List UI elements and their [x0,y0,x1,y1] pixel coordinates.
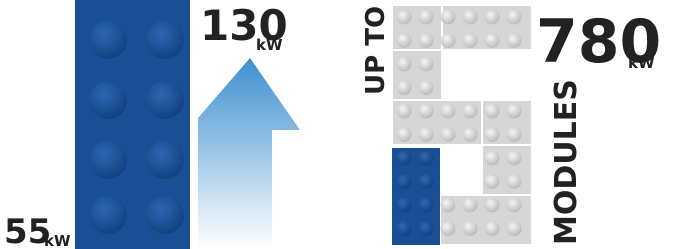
to-unit: kW [256,36,283,54]
total-unit: kW [628,54,655,72]
up-to: UP TO [361,6,391,95]
infographic: 130 kW 55 kW UP TO 780 kW MODULES [0,0,686,249]
stud [485,33,500,48]
stud [463,221,478,236]
stud [146,81,184,119]
stud [419,198,434,213]
stud [146,196,184,234]
stud [89,141,127,179]
bricks [75,0,532,249]
stud [507,10,522,25]
stud [397,127,412,142]
stud [441,127,456,142]
stud [485,198,500,213]
stud [419,221,434,236]
stud [419,57,434,72]
stud [419,33,434,48]
stud [507,198,522,213]
stud [419,127,434,142]
stud [441,33,456,48]
stud [485,151,500,166]
stud [397,57,412,72]
stud [507,127,522,142]
stud [485,127,500,142]
stud [507,174,522,189]
stud [507,104,522,119]
stud [419,174,434,189]
stud [507,151,522,166]
stud [441,10,456,25]
stud [463,198,478,213]
stud [419,80,434,95]
stud [146,21,184,59]
stud [507,33,522,48]
from-unit: kW [44,232,71,249]
stud [485,221,500,236]
stud [397,151,412,166]
stud [89,81,127,119]
stud [463,104,478,119]
stud [397,174,412,189]
stud [441,198,456,213]
stud [89,21,127,59]
stud [441,104,456,119]
stud [463,127,478,142]
stud [419,104,434,119]
stud [485,174,500,189]
modules: MODULES [549,79,584,245]
stud [397,198,412,213]
stud [419,10,434,25]
stud [463,33,478,48]
stud [397,33,412,48]
stud [397,10,412,25]
stud [507,221,522,236]
stud [146,141,184,179]
stud [397,80,412,95]
stud [485,10,500,25]
stud [89,196,127,234]
stud [463,10,478,25]
stud [397,221,412,236]
up-arrow [198,58,300,249]
stud [441,221,456,236]
stud [485,104,500,119]
stud [397,104,412,119]
stud [419,151,434,166]
